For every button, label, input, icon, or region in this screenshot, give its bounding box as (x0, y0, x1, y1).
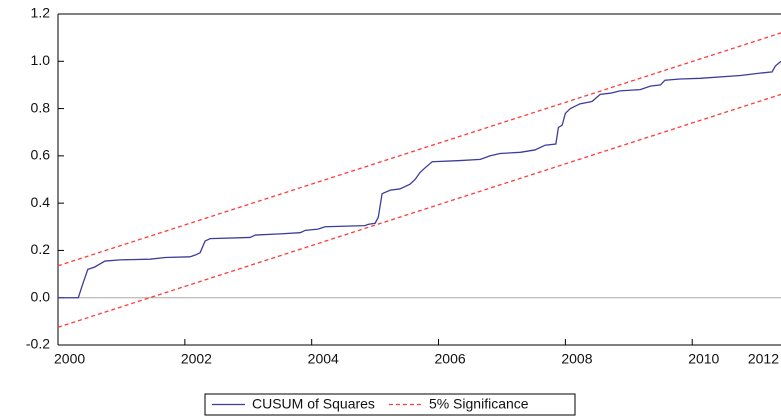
legend-label: 5% Significance (429, 396, 529, 412)
y-tick-label: 0.0 (31, 288, 51, 304)
y-tick-label: 1.0 (31, 52, 51, 68)
series-line (57, 93, 781, 328)
x-tick-label: 2002 (181, 351, 212, 367)
x-tick-label: 2008 (561, 351, 592, 367)
x-tick-label: 2006 (435, 351, 466, 367)
y-tick-label: 1.2 (31, 5, 51, 21)
series-line (58, 60, 781, 299)
legend-label: CUSUM of Squares (252, 396, 375, 412)
y-tick-label: 0.2 (31, 241, 51, 257)
y-tick-label: -0.2 (26, 336, 50, 352)
y-tick-label: 0.6 (31, 147, 51, 163)
y-tick-label: 0.4 (31, 194, 51, 210)
x-tick-label: 2012 (748, 351, 779, 367)
legend: CUSUM of Squares 5% Significance (204, 393, 576, 416)
x-tick-label: 2004 (308, 351, 339, 367)
x-tick-label: 2010 (688, 351, 719, 367)
x-tick-label: 2000 (54, 351, 85, 367)
series-line (57, 32, 781, 267)
y-tick-label: 0.8 (31, 99, 51, 115)
